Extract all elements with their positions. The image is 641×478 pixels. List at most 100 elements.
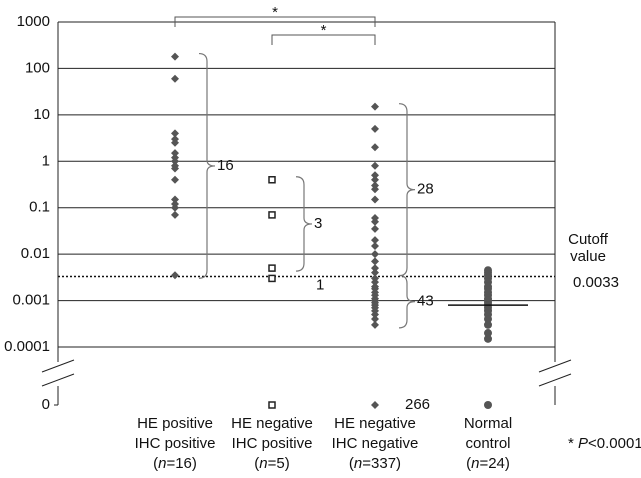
axis-break [549,362,561,386]
y-tick-label: 0.01 [21,245,50,262]
data-point [371,264,379,273]
data-point [171,138,179,147]
count-label: 3 [314,215,322,232]
data-point [171,195,179,204]
y-tick-label: 0 [42,396,50,413]
brace [198,52,216,279]
data-point [484,320,492,329]
significance-label: * [272,4,278,21]
group-size-part: n [354,455,362,472]
data-point [371,236,379,245]
footnote-part: * [568,435,578,452]
data-point [371,102,379,111]
brace [398,103,416,277]
break-mark [41,359,75,373]
break-mark [538,359,572,373]
footnote: * P<0.0001 [568,435,641,452]
data-point [268,401,276,409]
group-size-part: ( [153,455,158,472]
x-tick-label: HE negative [231,415,313,432]
group-size-part: =16) [166,455,196,472]
group-size-part: n [259,455,267,472]
y-tick-label: 0.001 [12,292,50,309]
footnote-part: <0.0001 [588,435,641,452]
y-tick-label: 1 [42,152,50,169]
cutoff-label: value [570,248,606,265]
break-mark [41,373,75,387]
count-label: 16 [217,157,234,174]
data-point [171,210,179,219]
footnote-part: P [578,435,588,452]
data-point [371,320,379,329]
data-point [371,315,379,324]
cutoff-value: 0.0033 [573,274,619,291]
group-size: (n=24) [466,455,510,472]
count-label: 43 [417,293,434,310]
x-tick-label: IHC positive [135,435,216,452]
significance-label: * [321,22,327,39]
data-point [371,195,379,204]
data-point [371,185,379,194]
data-point [371,175,379,184]
data-point [371,268,379,277]
data-point [371,217,379,226]
data-point [371,401,379,409]
group-size-part: ( [349,455,354,472]
break-mark [538,373,572,387]
data-point [171,175,179,184]
group-size-part: ( [466,455,471,472]
data-point [268,176,276,184]
group-size-part: =24) [479,455,509,472]
significance-bracket [174,16,376,27]
group-size: (n=16) [153,455,197,472]
data-point [268,274,276,283]
x-tick-label: IHC positive [232,435,313,452]
group-size-part: n [158,455,166,472]
data-point [268,264,276,272]
y-tick-label: 100 [25,59,50,76]
data-point [484,334,492,343]
data-point [171,203,179,212]
x-tick-label: IHC negative [332,435,419,452]
group-size: (n=337) [349,455,401,472]
count-label: 1 [316,276,324,293]
x-tick-label: HE negative [334,415,416,432]
y-tick-label: 0.1 [29,199,50,216]
data-point [371,257,379,266]
x-tick-label: HE positive [137,415,213,432]
data-point [371,310,379,319]
data-point [484,315,492,324]
data-point [171,164,179,173]
group-size-part: =337) [362,455,401,472]
group-size-part: n [471,455,479,472]
brace [295,176,313,272]
group-size-part: =5) [268,455,290,472]
data-point [371,278,379,287]
data-point [371,124,379,133]
y-tick-label: 10 [33,106,50,123]
y-tick-label: 0.0001 [4,338,50,355]
data-point [268,211,276,219]
data-point [371,250,379,259]
x-tick-label: Normal [464,415,512,432]
data-point [371,224,379,233]
data-point [371,143,379,152]
x-tick-label: control [465,435,510,452]
data-point [371,161,379,170]
brace [398,274,416,329]
cutoff-label: Cutoff [568,231,609,248]
count-label: 266 [405,396,430,413]
data-point [371,171,379,180]
data-point [484,329,492,338]
y-tick-label: 1000 [17,13,50,30]
axis-break [52,362,64,386]
significance-bracket [271,34,376,45]
data-point [171,52,179,61]
data-point [171,129,179,138]
data-point [171,157,179,166]
data-point [171,74,179,83]
data-point [171,149,179,158]
data-point [484,401,492,409]
data-point [371,241,379,250]
